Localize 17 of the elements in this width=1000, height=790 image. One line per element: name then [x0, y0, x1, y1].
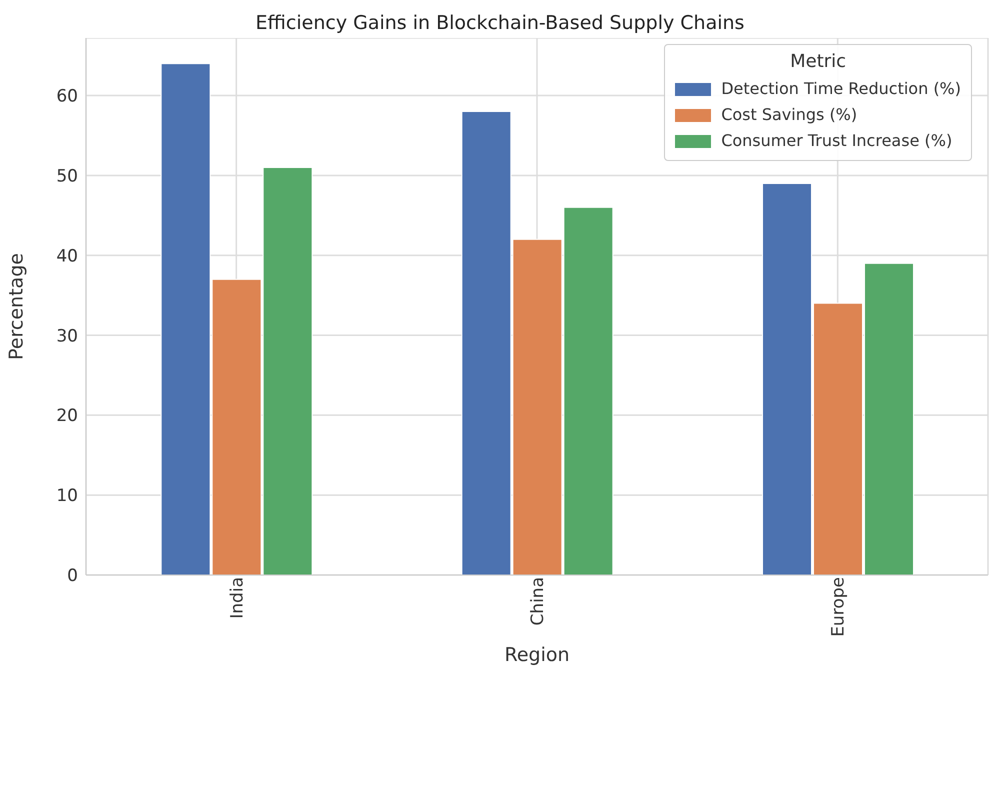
y-tick-label: 50 — [56, 166, 78, 186]
x-tick-label: China — [528, 577, 548, 626]
legend-label: Detection Time Reduction (%) — [721, 78, 961, 100]
y-tick-label: 60 — [56, 86, 78, 107]
y-tick-label: 20 — [56, 406, 78, 426]
x-tick-label: India — [227, 577, 248, 619]
x-axis-title: Region — [504, 644, 570, 666]
legend-label: Cost Savings (%) — [721, 104, 858, 126]
legend-title: Metric — [789, 51, 848, 72]
legend-label: Consumer Trust Increase (%) — [721, 130, 952, 152]
y-tick-label: 0 — [67, 566, 78, 586]
chart-title: Efficiency Gains in Blockchain-Based Supply Chains — [254, 11, 746, 36]
y-tick-label: 10 — [56, 486, 78, 506]
y-tick-label: 40 — [56, 246, 78, 266]
y-tick-label: 30 — [56, 326, 78, 346]
x-tick-label: Europe — [828, 577, 849, 637]
y-axis-title: Percentage — [6, 253, 28, 360]
